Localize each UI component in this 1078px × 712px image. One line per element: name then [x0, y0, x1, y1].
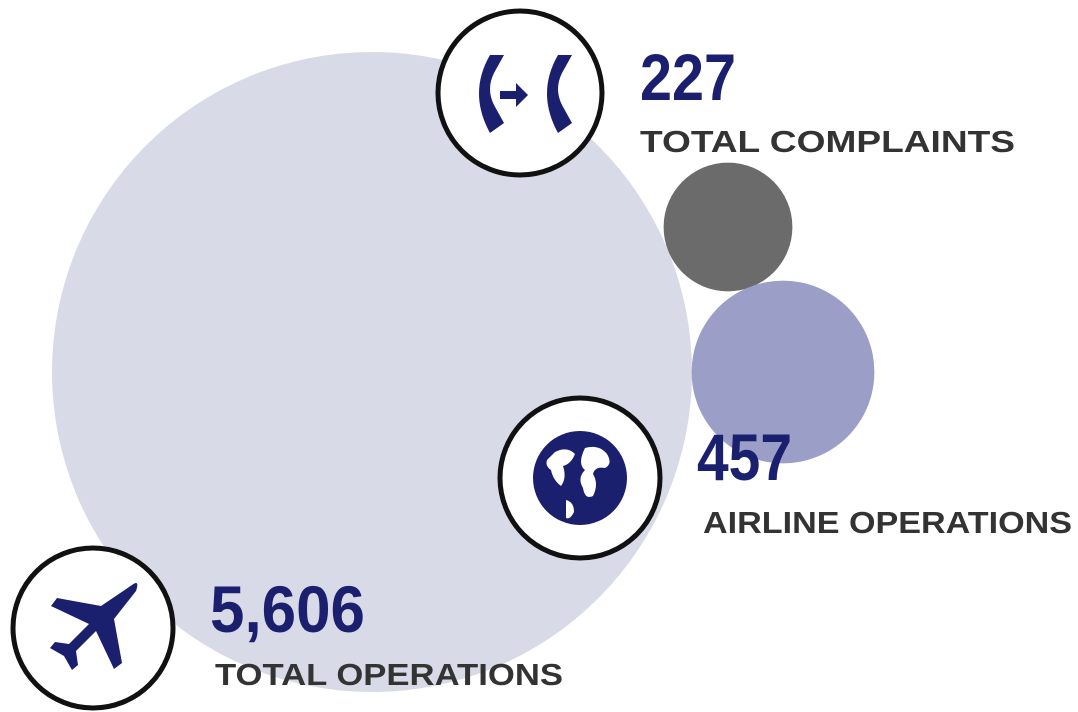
bubble — [663, 162, 793, 292]
stat-label: TOTAL OPERATIONS — [215, 657, 563, 692]
stat-value: 5,606 — [210, 572, 365, 646]
bubble — [691, 280, 875, 464]
stat-value: 227 — [640, 40, 736, 114]
stat-value: 457 — [697, 420, 792, 494]
stat-label: TOTAL COMPLAINTS — [640, 124, 1015, 159]
stat-label: AIRLINE OPERATIONS — [703, 505, 1072, 540]
plane-icon — [10, 545, 176, 711]
complaints-icon — [435, 8, 605, 178]
texts: 227 TOTAL COMPLAINTS 457 AIRLINE OPERATI… — [210, 40, 1072, 692]
globe-icon — [497, 395, 663, 561]
